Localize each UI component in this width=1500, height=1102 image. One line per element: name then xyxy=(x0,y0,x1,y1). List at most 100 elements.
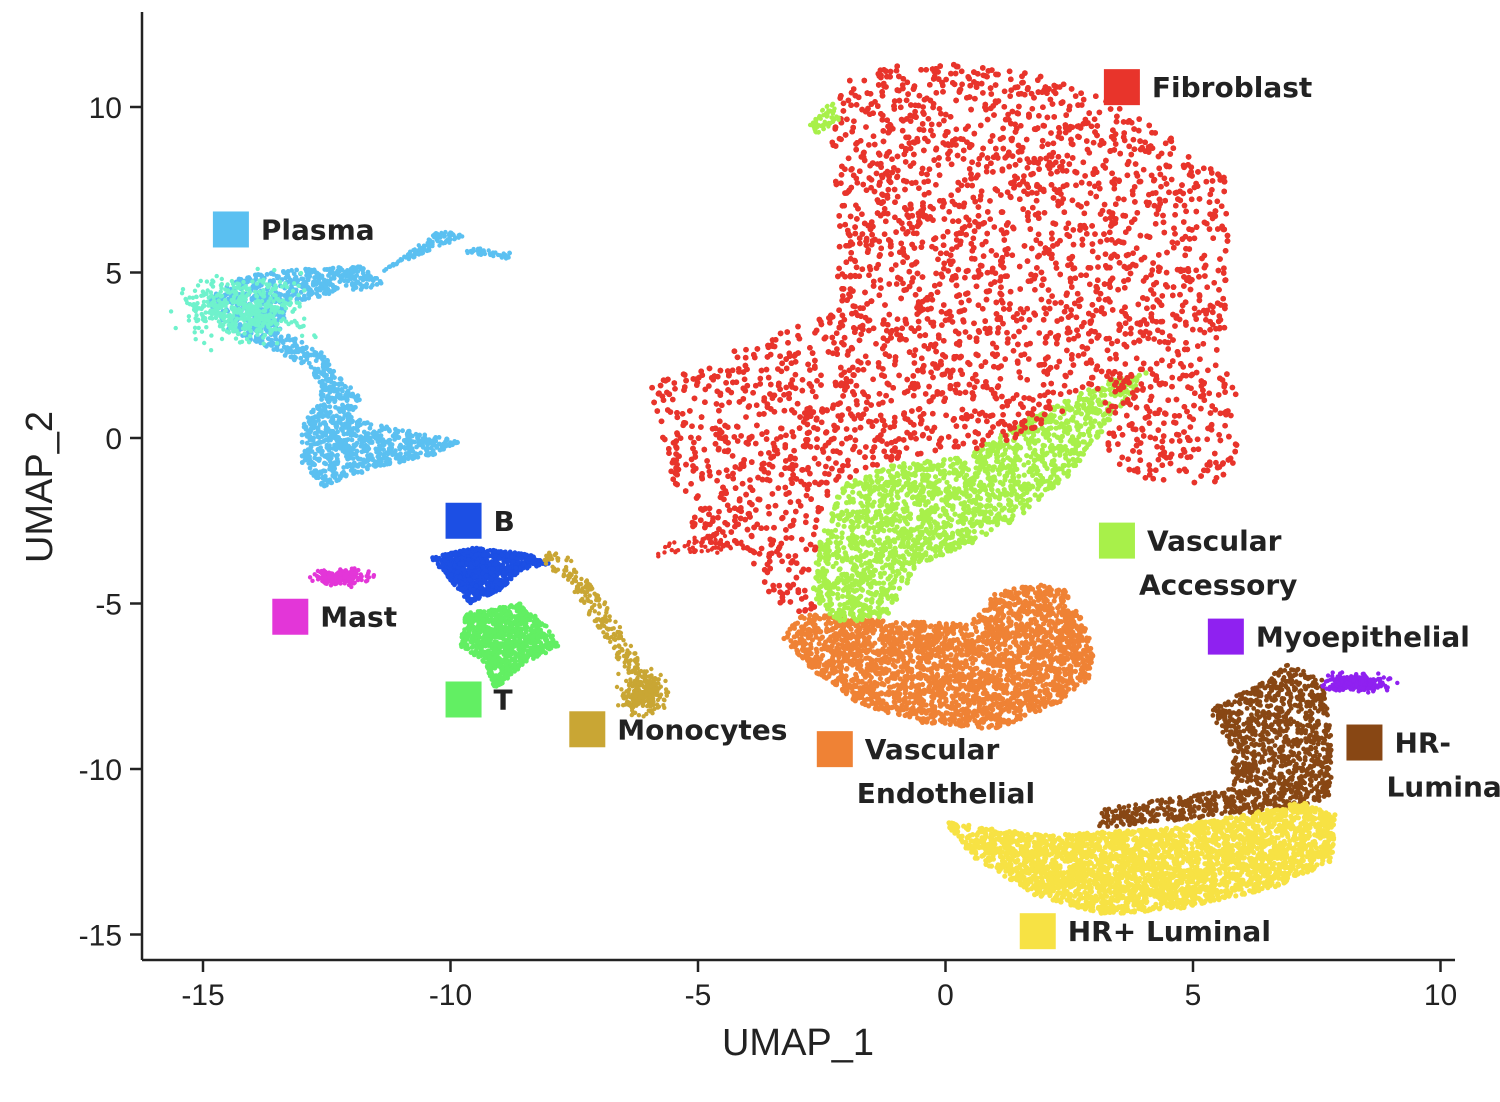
data-point xyxy=(926,545,932,551)
data-point xyxy=(1067,663,1073,669)
data-point xyxy=(1084,635,1090,641)
data-point xyxy=(978,511,984,517)
data-point xyxy=(1016,682,1022,688)
data-point xyxy=(877,600,883,606)
data-point xyxy=(828,601,835,607)
data-point xyxy=(942,511,948,517)
data-point xyxy=(1069,406,1075,412)
data-point xyxy=(937,701,943,707)
data-point xyxy=(1054,434,1060,440)
data-point xyxy=(901,464,908,470)
data-point xyxy=(814,596,820,602)
data-point xyxy=(844,481,850,487)
data-point xyxy=(818,656,824,662)
data-point xyxy=(908,488,914,494)
data-point xyxy=(1106,386,1113,393)
data-point xyxy=(962,624,968,630)
data-point xyxy=(869,599,875,605)
data-point xyxy=(959,469,966,475)
data-point xyxy=(834,554,841,561)
data-point xyxy=(1035,438,1041,444)
data-point xyxy=(861,553,867,560)
data-point xyxy=(992,477,998,483)
data-point xyxy=(1069,434,1076,440)
data-point xyxy=(1059,647,1065,654)
data-point xyxy=(823,668,829,674)
data-point xyxy=(1081,651,1088,657)
data-point xyxy=(979,725,985,731)
data-point xyxy=(883,508,889,514)
data-point xyxy=(958,707,965,713)
data-point xyxy=(969,499,975,505)
data-point xyxy=(1096,397,1102,403)
data-point xyxy=(1086,405,1092,411)
data-point xyxy=(976,652,982,658)
data-point xyxy=(873,691,879,697)
data-point xyxy=(863,623,869,629)
data-point xyxy=(1105,417,1111,423)
data-point xyxy=(899,530,906,537)
data-point xyxy=(933,639,939,645)
data-point xyxy=(817,557,823,563)
data-point xyxy=(910,658,916,664)
data-point xyxy=(1048,682,1054,688)
data-point xyxy=(951,630,957,637)
data-point xyxy=(977,708,984,714)
data-point xyxy=(944,629,950,635)
data-point xyxy=(1026,441,1032,447)
data-point xyxy=(919,690,925,696)
data-point xyxy=(850,496,856,502)
data-point xyxy=(897,635,903,641)
data-point xyxy=(1029,483,1035,489)
data-point xyxy=(813,654,819,660)
data-point xyxy=(991,505,998,511)
data-point xyxy=(951,486,957,492)
data-point xyxy=(875,523,881,529)
data-point xyxy=(1056,587,1062,593)
data-point xyxy=(840,490,846,496)
data-point xyxy=(1077,677,1083,683)
data-point xyxy=(868,674,874,680)
data-point xyxy=(797,614,804,621)
data-point xyxy=(976,680,982,686)
data-point xyxy=(800,641,806,647)
data-point xyxy=(991,683,997,690)
data-point xyxy=(928,524,934,531)
data-point xyxy=(938,541,944,547)
data-point xyxy=(1086,387,1092,393)
data-point xyxy=(941,524,947,530)
data-point xyxy=(894,493,900,499)
data-point xyxy=(1023,640,1030,646)
data-point xyxy=(1028,617,1034,623)
data-point xyxy=(1019,640,1025,646)
data-point xyxy=(856,679,862,685)
data-point xyxy=(1000,481,1006,487)
data-point xyxy=(994,522,1000,528)
data-point xyxy=(950,695,956,701)
data-point xyxy=(868,584,874,590)
data-point xyxy=(853,652,859,658)
data-point xyxy=(900,484,907,490)
data-point xyxy=(993,692,999,698)
data-point xyxy=(871,578,877,585)
data-point xyxy=(886,527,893,533)
data-point xyxy=(863,655,869,661)
data-point xyxy=(1069,416,1075,422)
data-point xyxy=(1036,677,1042,683)
data-point xyxy=(1039,650,1045,656)
data-point xyxy=(937,717,944,723)
data-point xyxy=(1008,517,1015,523)
data-point xyxy=(1095,429,1101,435)
data-point xyxy=(1062,693,1068,699)
data-point xyxy=(843,656,849,662)
data-point xyxy=(927,536,933,542)
data-point xyxy=(1086,429,1092,435)
data-point xyxy=(1007,644,1013,650)
data-point xyxy=(971,641,977,647)
data-point xyxy=(853,671,859,678)
data-point xyxy=(980,638,986,645)
data-point xyxy=(821,576,828,582)
data-point xyxy=(1081,405,1087,411)
data-point xyxy=(1002,514,1008,520)
data-point xyxy=(1073,623,1080,629)
